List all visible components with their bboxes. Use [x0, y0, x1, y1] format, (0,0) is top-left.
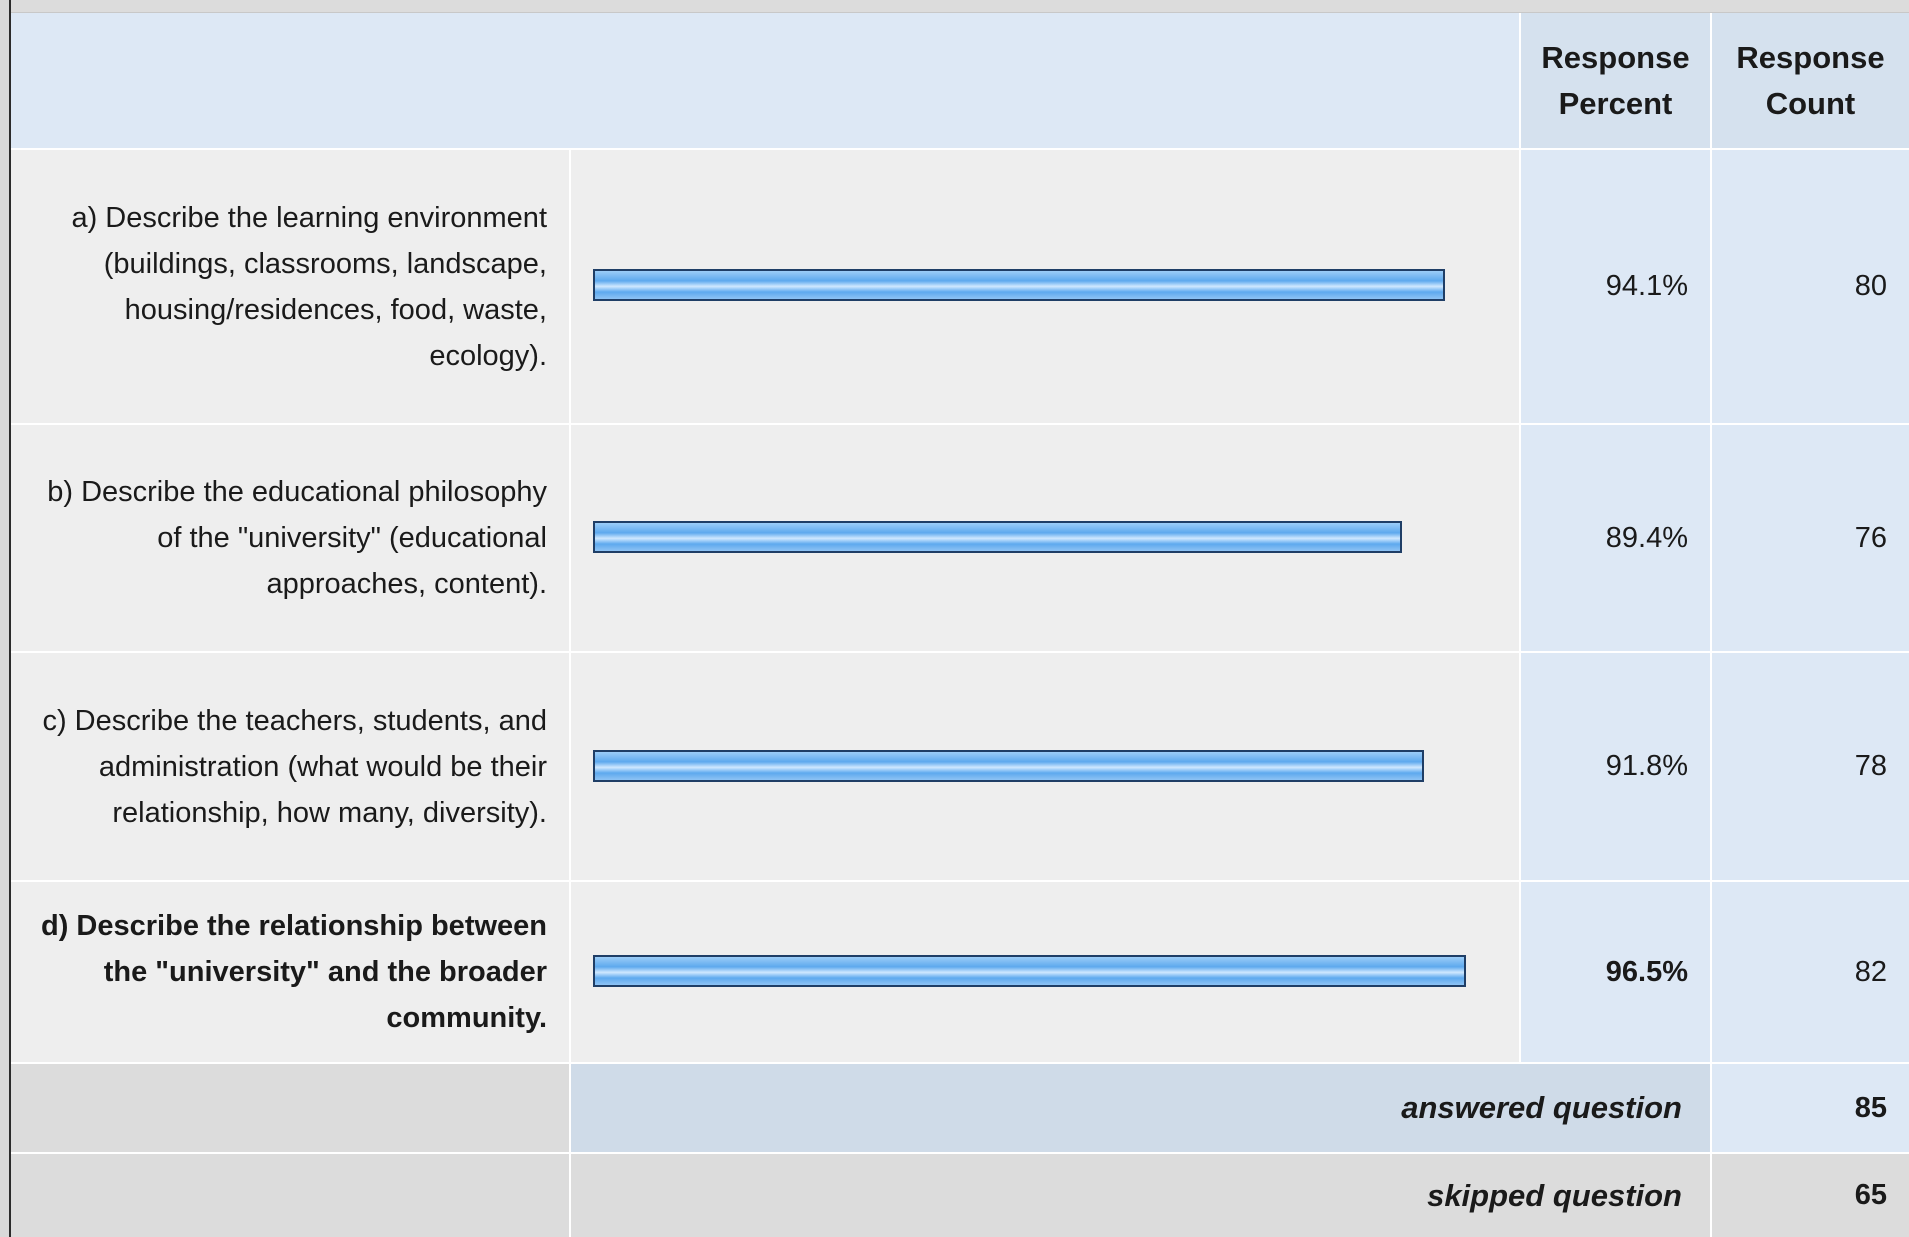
row-label-a-text: a) Describe the learning environment (bu…	[71, 201, 547, 372]
skipped-question-number: 65	[1854, 1179, 1887, 1211]
header-response-percent: Response Percent	[1519, 13, 1710, 150]
bar-d	[593, 955, 1466, 987]
percent-b: 89.4%	[1519, 425, 1710, 653]
bar-a	[593, 269, 1445, 301]
percent-d: 96.5%	[1519, 882, 1710, 1064]
count-a: 80	[1710, 150, 1909, 425]
percent-b-text: 89.4%	[1605, 521, 1688, 554]
skipped-left-blank	[11, 1154, 571, 1237]
bar-cell-d	[571, 882, 1519, 1064]
left-border	[9, 0, 11, 1237]
row-label-c-text: c) Describe the teachers, students, and …	[42, 704, 547, 829]
skipped-question-text: skipped question	[1427, 1177, 1682, 1213]
count-c-text: 78	[1854, 750, 1887, 782]
row-label-b-text: b) Describe the educational philosophy o…	[47, 476, 547, 600]
bar-cell-a	[571, 150, 1519, 425]
answered-question-number: 85	[1854, 1091, 1887, 1124]
header-response-percent-label: Response Percent	[1541, 39, 1690, 121]
answered-question-text: answered question	[1401, 1090, 1682, 1125]
count-b-text: 76	[1854, 521, 1887, 554]
percent-d-text: 96.5%	[1605, 955, 1688, 988]
top-strip	[10, 0, 1909, 13]
row-label-b: b) Describe the educational philosophy o…	[11, 425, 571, 653]
count-a-text: 80	[1854, 270, 1887, 302]
bar-cell-c	[571, 653, 1519, 882]
count-c: 78	[1710, 653, 1909, 882]
percent-c-text: 91.8%	[1605, 750, 1688, 782]
bar-cell-b	[571, 425, 1519, 653]
skipped-question-value: 65	[1710, 1154, 1909, 1237]
bar-b	[593, 521, 1402, 553]
header-blank	[11, 13, 1519, 150]
count-d: 82	[1710, 882, 1909, 1064]
skipped-question-label: skipped question	[571, 1154, 1710, 1237]
row-label-d: d) Describe the relationship between the…	[11, 882, 571, 1064]
answered-left-blank	[11, 1064, 571, 1154]
bar-c	[593, 750, 1424, 782]
answered-question-value: 85	[1710, 1064, 1909, 1154]
header-response-count: Response Count	[1710, 13, 1909, 150]
row-label-c: c) Describe the teachers, students, and …	[11, 653, 571, 882]
percent-a-text: 94.1%	[1605, 270, 1688, 302]
percent-a: 94.1%	[1519, 150, 1710, 425]
answered-question-label: answered question	[571, 1064, 1710, 1154]
percent-c: 91.8%	[1519, 653, 1710, 882]
count-d-text: 82	[1854, 955, 1887, 988]
row-label-d-text: d) Describe the relationship between the…	[41, 910, 547, 1034]
count-b: 76	[1710, 425, 1909, 653]
row-label-a: a) Describe the learning environment (bu…	[11, 150, 571, 425]
header-response-count-label: Response Count	[1736, 39, 1885, 121]
